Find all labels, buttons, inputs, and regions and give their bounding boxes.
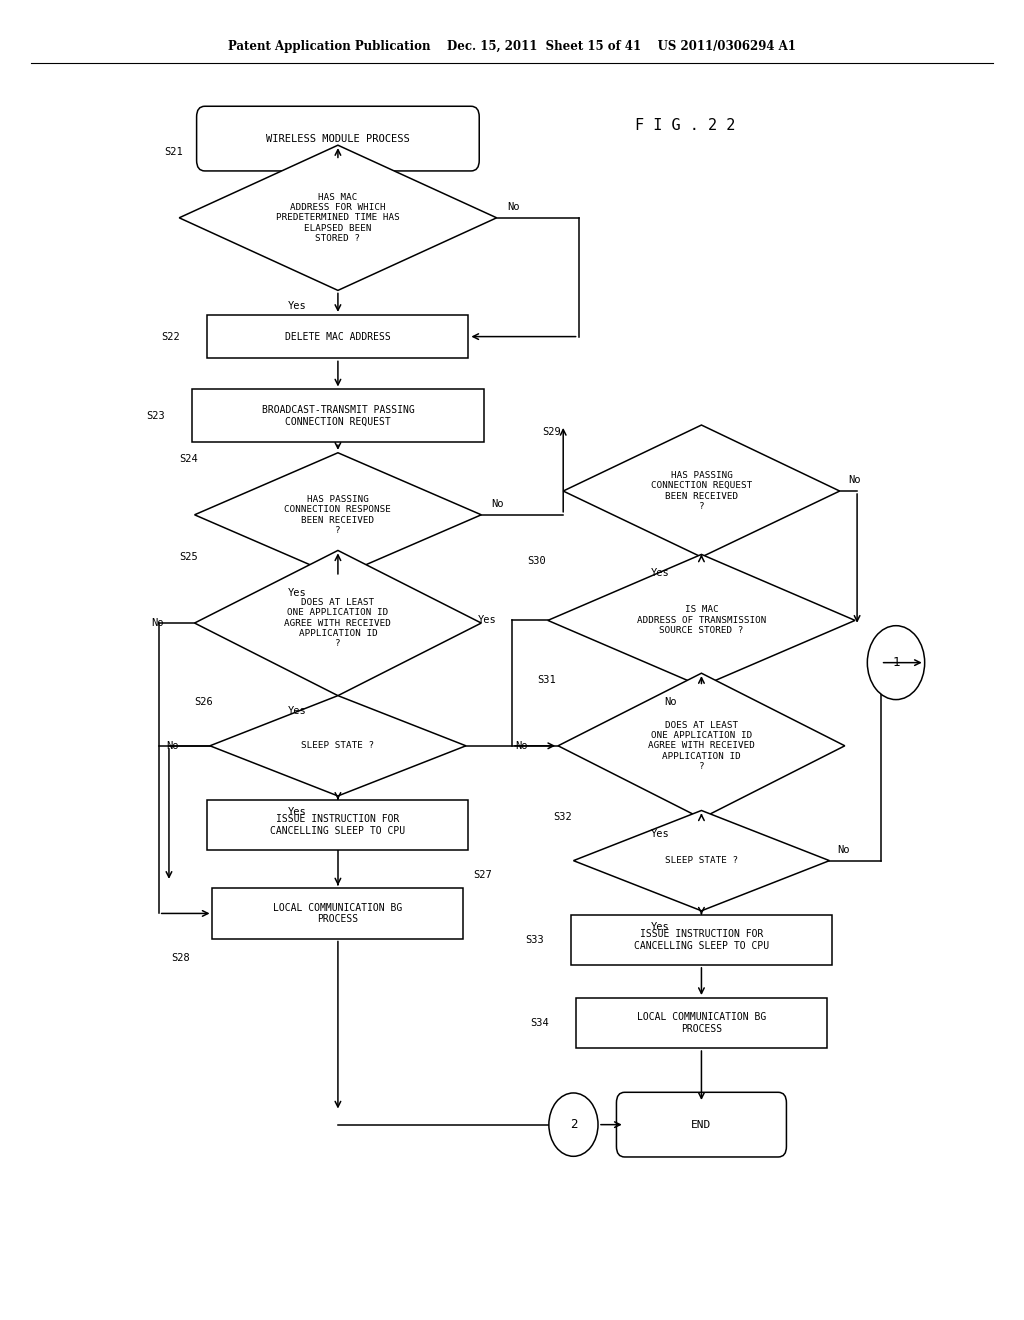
Text: Yes: Yes: [651, 829, 670, 840]
Text: Yes: Yes: [478, 615, 497, 626]
Text: No: No: [492, 499, 504, 510]
FancyBboxPatch shape: [616, 1093, 786, 1156]
Text: No: No: [507, 202, 519, 213]
Circle shape: [867, 626, 925, 700]
Text: 2: 2: [569, 1118, 578, 1131]
Bar: [575, 998, 827, 1048]
Text: Patent Application Publication    Dec. 15, 2011  Sheet 15 of 41    US 2011/03062: Patent Application Publication Dec. 15, …: [228, 40, 796, 53]
Bar: [193, 389, 484, 442]
Text: BROADCAST-TRANSMIT PASSING
CONNECTION REQUEST: BROADCAST-TRANSMIT PASSING CONNECTION RE…: [261, 405, 415, 426]
Text: S30: S30: [527, 556, 546, 566]
Text: S29: S29: [543, 426, 561, 437]
Polygon shape: [563, 425, 840, 557]
Text: No: No: [152, 618, 164, 628]
Text: Yes: Yes: [288, 301, 306, 312]
Text: 1: 1: [892, 656, 900, 669]
Polygon shape: [179, 145, 497, 290]
Text: DOES AT LEAST
ONE APPLICATION ID
AGREE WITH RECEIVED
APPLICATION ID
?: DOES AT LEAST ONE APPLICATION ID AGREE W…: [285, 598, 391, 648]
Text: Yes: Yes: [288, 706, 306, 717]
Polygon shape: [210, 696, 466, 796]
Text: S24: S24: [179, 454, 198, 465]
Text: END: END: [691, 1119, 712, 1130]
Bar: [207, 800, 469, 850]
Text: Yes: Yes: [288, 807, 306, 817]
Text: S28: S28: [172, 953, 190, 964]
Text: HAS MAC
ADDRESS FOR WHICH
PREDETERMINED TIME HAS
ELAPSED BEEN
STORED ?: HAS MAC ADDRESS FOR WHICH PREDETERMINED …: [276, 193, 399, 243]
Polygon shape: [195, 453, 481, 577]
Text: ISSUE INSTRUCTION FOR
CANCELLING SLEEP TO CPU: ISSUE INSTRUCTION FOR CANCELLING SLEEP T…: [270, 814, 406, 836]
Text: SLEEP STATE ?: SLEEP STATE ?: [665, 857, 738, 865]
Text: S31: S31: [538, 675, 556, 685]
Text: S26: S26: [195, 697, 213, 708]
Polygon shape: [573, 810, 829, 911]
Polygon shape: [558, 673, 845, 818]
Text: S32: S32: [553, 812, 571, 822]
Text: S33: S33: [525, 935, 544, 945]
Text: WIRELESS MODULE PROCESS: WIRELESS MODULE PROCESS: [266, 133, 410, 144]
Bar: [213, 888, 463, 939]
Text: S23: S23: [146, 411, 165, 421]
Text: HAS PASSING
CONNECTION RESPONSE
BEEN RECEIVED
?: HAS PASSING CONNECTION RESPONSE BEEN REC…: [285, 495, 391, 535]
Text: S22: S22: [162, 331, 180, 342]
Text: S21: S21: [164, 147, 182, 157]
Text: Yes: Yes: [288, 587, 306, 598]
Polygon shape: [195, 550, 481, 696]
Text: No: No: [515, 741, 527, 751]
Text: SLEEP STATE ?: SLEEP STATE ?: [301, 742, 375, 750]
Text: LOCAL COMMUNICATION BG
PROCESS: LOCAL COMMUNICATION BG PROCESS: [273, 903, 402, 924]
Polygon shape: [548, 554, 855, 686]
Text: S34: S34: [530, 1018, 549, 1028]
Bar: [571, 915, 833, 965]
Text: ISSUE INSTRUCTION FOR
CANCELLING SLEEP TO CPU: ISSUE INSTRUCTION FOR CANCELLING SLEEP T…: [634, 929, 769, 950]
Text: HAS PASSING
CONNECTION REQUEST
BEEN RECEIVED
?: HAS PASSING CONNECTION REQUEST BEEN RECE…: [651, 471, 752, 511]
Text: IS MAC
ADDRESS OF TRANSMISSION
SOURCE STORED ?: IS MAC ADDRESS OF TRANSMISSION SOURCE ST…: [637, 606, 766, 635]
Text: No: No: [838, 845, 850, 855]
Text: LOCAL COMMUNICATION BG
PROCESS: LOCAL COMMUNICATION BG PROCESS: [637, 1012, 766, 1034]
Text: S27: S27: [473, 870, 493, 880]
Text: S25: S25: [179, 552, 198, 562]
Text: DELETE MAC ADDRESS: DELETE MAC ADDRESS: [285, 331, 391, 342]
FancyBboxPatch shape: [197, 106, 479, 170]
Text: No: No: [167, 741, 179, 751]
Text: No: No: [848, 475, 860, 486]
Text: No: No: [665, 697, 677, 708]
Text: F I G . 2 2: F I G . 2 2: [635, 117, 735, 133]
Text: Yes: Yes: [651, 568, 670, 578]
Text: DOES AT LEAST
ONE APPLICATION ID
AGREE WITH RECEIVED
APPLICATION ID
?: DOES AT LEAST ONE APPLICATION ID AGREE W…: [648, 721, 755, 771]
Text: Yes: Yes: [651, 921, 670, 932]
Circle shape: [549, 1093, 598, 1156]
Bar: [207, 314, 469, 358]
